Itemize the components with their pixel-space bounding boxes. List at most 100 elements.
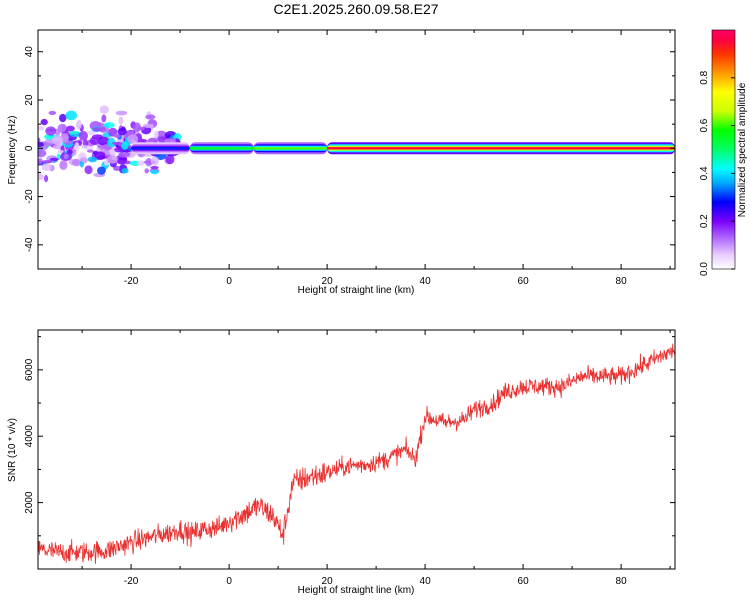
x-tick-label: -20 (124, 576, 139, 587)
colorbar-gradient (712, 30, 735, 269)
noise-blob (81, 144, 88, 149)
snr-panel: -20 0 20 40 60 80 2000 4000 6000 Height of strai… (7, 329, 676, 596)
noise-blob (59, 113, 67, 123)
noise-blob (41, 163, 53, 171)
y-tick-label: 6000 (24, 358, 35, 381)
noise-blob (84, 165, 93, 175)
noise-blob (142, 123, 154, 129)
noise-blob (57, 149, 64, 154)
x-tick-label: 0 (226, 276, 232, 287)
noise-blob (38, 126, 45, 131)
x-tick-label: -20 (124, 276, 139, 287)
snr-x-axis-label: Height of straight line (km) (298, 585, 415, 596)
spectrogram-x-axis-label: Height of straight line (km) (298, 285, 415, 296)
ridge-band-core (189, 147, 254, 150)
figure-title: C2E1.2025.260.09.58.E27 (273, 1, 438, 17)
spectrogram-panel: -20 0 20 40 60 80 -40 -20 0 20 40 Height of straig… (7, 29, 676, 296)
noise-blob (121, 141, 129, 150)
noise-blob (38, 173, 44, 181)
noise-blob (150, 169, 159, 175)
noise-blob (99, 126, 106, 133)
noise-blob (66, 125, 75, 132)
noise-blob (40, 118, 48, 126)
noise-blob (45, 126, 57, 136)
noise-blob (113, 147, 124, 153)
noise-blob (107, 155, 118, 164)
noise-blob (59, 124, 67, 132)
noise-blob (63, 153, 69, 160)
noise-blob (103, 122, 115, 129)
noise-blob (43, 174, 49, 183)
x-tick-label: 0 (226, 576, 232, 587)
noise-blob (76, 119, 82, 130)
noise-blob (150, 165, 159, 170)
noise-blob (94, 151, 106, 161)
noise-blob (107, 138, 116, 148)
x-tick-label: 40 (420, 576, 432, 587)
colorbar-tick-label: 0.2 (699, 214, 710, 228)
noise-blob (118, 152, 131, 158)
spectrogram-ticks: -20 0 20 40 60 80 -40 -20 0 20 40 (24, 30, 675, 287)
colorbar-tick-label: 0.8 (699, 70, 710, 84)
y-tick-label: 0 (24, 145, 35, 151)
noise-blob (109, 149, 116, 157)
snr-frame (37, 329, 676, 570)
noise-blob (71, 158, 82, 167)
colorbar-ticks: 0.0 0.2 0.4 0.6 0.8 (699, 70, 735, 276)
colorbar-tick-label: 0.4 (699, 166, 710, 180)
noise-blob (51, 135, 63, 146)
y-tick-label: 2000 (24, 491, 35, 514)
noise-blob (118, 116, 124, 125)
noise-blob (97, 166, 106, 175)
y-tick-label: 4000 (24, 425, 35, 448)
x-tick-label: 60 (518, 576, 530, 587)
noise-blob (144, 168, 149, 174)
spectrogram-y-axis-label: Frequency (Hz) (7, 116, 18, 185)
noise-blob (145, 114, 156, 120)
noise-blob (137, 160, 145, 166)
snr-y-axis-label: SNR (10 * v/v) (7, 418, 18, 482)
noise-blob (59, 160, 68, 171)
x-tick-label: 20 (322, 276, 334, 287)
snr-marks (38, 343, 675, 564)
noise-blob (38, 149, 47, 158)
noise-blob (97, 136, 110, 146)
snr-plot-area (38, 330, 675, 569)
x-tick-label: 40 (420, 276, 432, 287)
spectrogram-frame (37, 29, 676, 270)
colorbar-tick-label: 0.0 (699, 262, 710, 276)
ridge-band-core (327, 147, 675, 150)
ridge-band-core (253, 147, 328, 150)
noise-blob (145, 158, 153, 167)
noise-blob (118, 157, 128, 161)
noise-blob (69, 131, 80, 135)
noise-blob (65, 110, 78, 121)
noise-blob (92, 127, 103, 132)
noise-blob (87, 156, 98, 163)
snr-ticks: -20 0 20 40 60 80 2000 4000 6000 (24, 330, 675, 587)
noise-blob (78, 130, 88, 141)
noise-blob (73, 145, 80, 151)
noise-blob (55, 128, 61, 137)
y-tick-label: 20 (24, 94, 35, 106)
noise-blob (111, 141, 123, 146)
y-tick-label: -20 (24, 189, 35, 204)
noise-blob (115, 110, 128, 116)
y-tick-label: -40 (24, 237, 35, 252)
noise-blob (117, 127, 127, 136)
ridge-band-core (131, 147, 190, 150)
noise-blob (56, 153, 61, 160)
x-tick-label: 80 (616, 576, 628, 587)
colorbar-frame (711, 29, 736, 270)
noise-blob (99, 105, 110, 114)
noise-blob (48, 110, 57, 115)
x-tick-label: 80 (616, 276, 628, 287)
snr-line (38, 343, 675, 564)
noise-blob (132, 122, 141, 133)
noise-blob (41, 160, 53, 164)
x-tick-label: 20 (322, 576, 334, 587)
noise-blob (81, 157, 88, 163)
x-tick-label: 60 (518, 276, 530, 287)
noise-blob (153, 130, 159, 139)
